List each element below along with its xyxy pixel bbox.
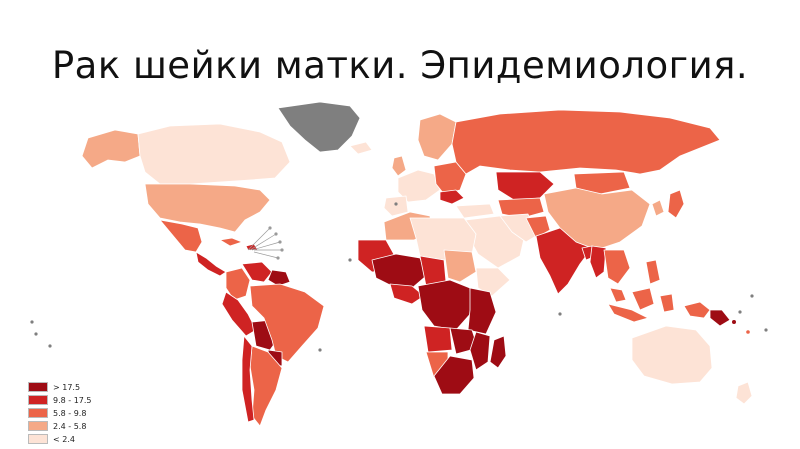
slide-title: Рак шейки матки. Эпидемиология. [51, 44, 749, 87]
legend-item: > 17.5 [28, 381, 148, 393]
region-sahel [371, 253, 427, 289]
region-afghanistan [525, 215, 551, 239]
caribbean-callout-dots [268, 226, 284, 260]
region-new-zealand [735, 381, 753, 405]
legend-item: 9.8 - 17.5 [28, 394, 148, 406]
region-venezuela [241, 261, 273, 283]
region-myanmar [589, 245, 607, 279]
region-central-asia [497, 197, 545, 219]
region-borneo [631, 287, 655, 311]
region-horn-africa [475, 267, 511, 297]
region-korea [651, 199, 665, 217]
region-argentina [249, 345, 283, 427]
region-alaska [81, 129, 141, 169]
legend-swatch [28, 421, 48, 431]
region-philippines [645, 259, 661, 285]
region-australia [631, 325, 713, 385]
region-china [543, 187, 651, 251]
region-japan [667, 189, 685, 219]
legend-swatch [28, 395, 48, 405]
region-gulf-guinea [389, 283, 425, 305]
region-south-africa [433, 355, 475, 395]
legend-swatch [28, 434, 48, 444]
region-india [535, 227, 593, 295]
region-russia [451, 109, 721, 175]
legend-label: 9.8 - 17.5 [53, 395, 92, 405]
legend-label: < 2.4 [53, 434, 75, 444]
island-dots [30, 202, 768, 352]
region-central-africa [417, 279, 473, 331]
region-madagascar [489, 335, 507, 369]
legend-label: 2.4 - 5.8 [53, 421, 87, 431]
region-indonesia-w [607, 303, 649, 323]
region-usa [144, 183, 271, 233]
region-sulawesi [659, 293, 675, 313]
world-map [20, 100, 780, 445]
region-canada [137, 123, 291, 185]
region-png [709, 309, 731, 327]
region-sudan [443, 249, 477, 283]
region-scandinavia [417, 113, 457, 161]
region-peru [221, 291, 257, 337]
legend-item: 2.4 - 5.8 [28, 420, 148, 432]
region-western-europe [397, 169, 441, 203]
region-iberia [383, 195, 409, 217]
region-greenland [277, 101, 361, 153]
region-uk [391, 155, 407, 177]
region-chile [241, 335, 255, 423]
region-malaysia [609, 287, 627, 303]
legend-label: > 17.5 [53, 382, 81, 392]
region-guianas [267, 269, 291, 287]
region-mexico [159, 219, 203, 253]
map-legend: > 17.5 9.8 - 17.5 5.8 - 9.8 2.4 - 5.8 < … [28, 381, 148, 446]
legend-item: 5.8 - 9.8 [28, 407, 148, 419]
region-turkey [455, 203, 495, 219]
region-new-guinea [683, 301, 711, 319]
region-east-africa [467, 287, 497, 335]
region-colombia [225, 267, 251, 301]
region-mongolia [573, 171, 631, 195]
region-central-america [195, 251, 227, 277]
caribbean-callout [247, 227, 282, 259]
region-iran [499, 213, 537, 243]
region-caribbean [219, 237, 243, 247]
region-mozambique [469, 331, 491, 371]
region-romania [439, 189, 465, 205]
region-indochina [603, 249, 631, 285]
legend-swatch [28, 408, 48, 418]
legend-label: 5.8 - 9.8 [53, 408, 87, 418]
region-brazil [249, 283, 325, 363]
legend-swatch [28, 382, 48, 392]
legend-item: < 2.4 [28, 433, 148, 445]
region-iceland [349, 141, 373, 155]
region-angola [423, 325, 453, 353]
